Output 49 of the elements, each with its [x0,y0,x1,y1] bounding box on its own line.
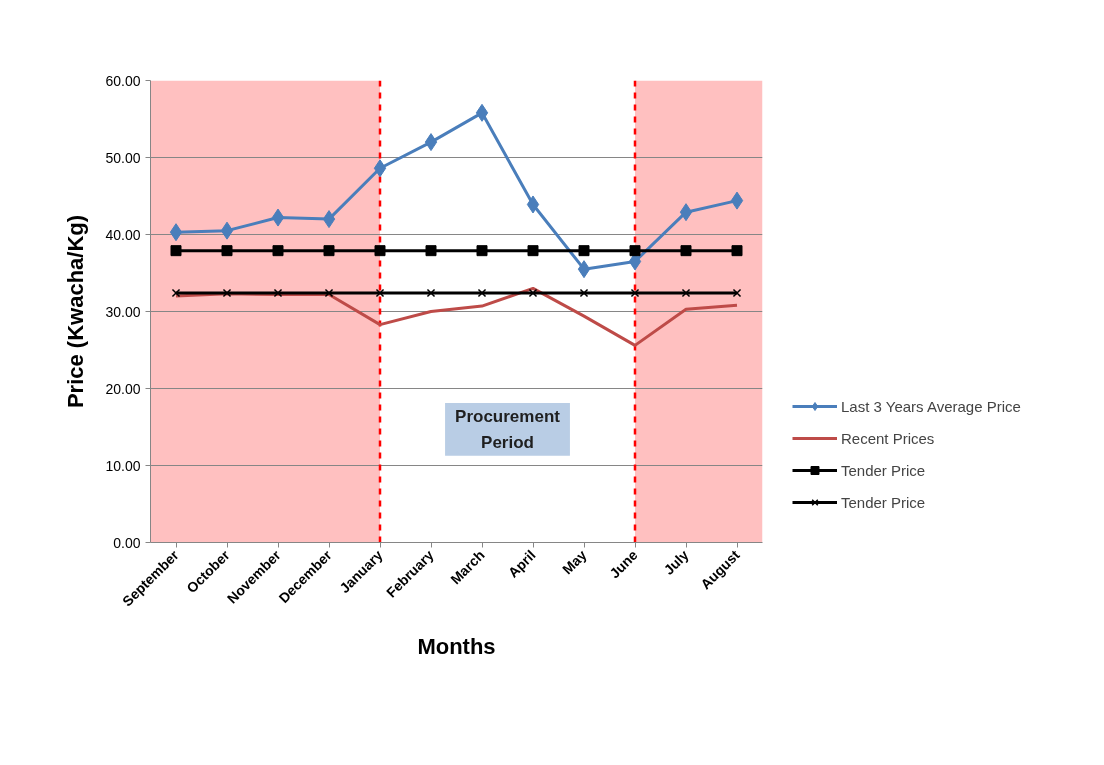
point [169,223,183,242]
point [424,133,438,152]
y-tick-label: 20.00 [105,380,141,397]
point [220,221,234,240]
legend-label: Tender Price [841,493,926,511]
point [273,288,283,298]
point [323,245,335,257]
point [426,288,436,298]
legend-label: Recent Prices [841,429,935,447]
y-axis-title: Price (Kwacha/Kg) [63,214,89,409]
point [477,288,487,298]
point [730,191,744,210]
point [271,208,285,227]
y-tick-label: 0.00 [113,534,141,551]
point [526,195,540,214]
point [425,245,437,257]
point [528,288,538,298]
y-tick-label: 30.00 [105,303,141,320]
point [731,245,743,257]
point [680,245,692,257]
point [373,159,387,178]
point [374,245,386,257]
point [579,288,589,298]
point [476,245,488,257]
point [578,245,590,257]
annotation: Procurement Period [455,406,561,452]
y-tick-label: 60.00 [105,72,141,89]
point [681,288,691,298]
point [272,245,284,257]
point [324,288,334,298]
x-axis-title: Months [417,633,496,659]
point [475,103,489,122]
point [222,288,232,298]
point [577,260,591,279]
point [732,288,742,298]
legend-label: Tender Price [841,461,926,479]
point [375,288,385,298]
legend-label: Last 3 Years Average Price [841,397,1021,415]
point [322,210,336,229]
y-tick-label: 50.00 [105,149,141,166]
point [630,288,640,298]
point [170,245,182,257]
point [221,245,233,257]
point [679,203,693,222]
y-tick-label: 40.00 [105,226,141,243]
point [171,288,181,298]
point [527,245,539,257]
y-tick-label: 10.00 [105,457,141,474]
point [629,245,641,257]
